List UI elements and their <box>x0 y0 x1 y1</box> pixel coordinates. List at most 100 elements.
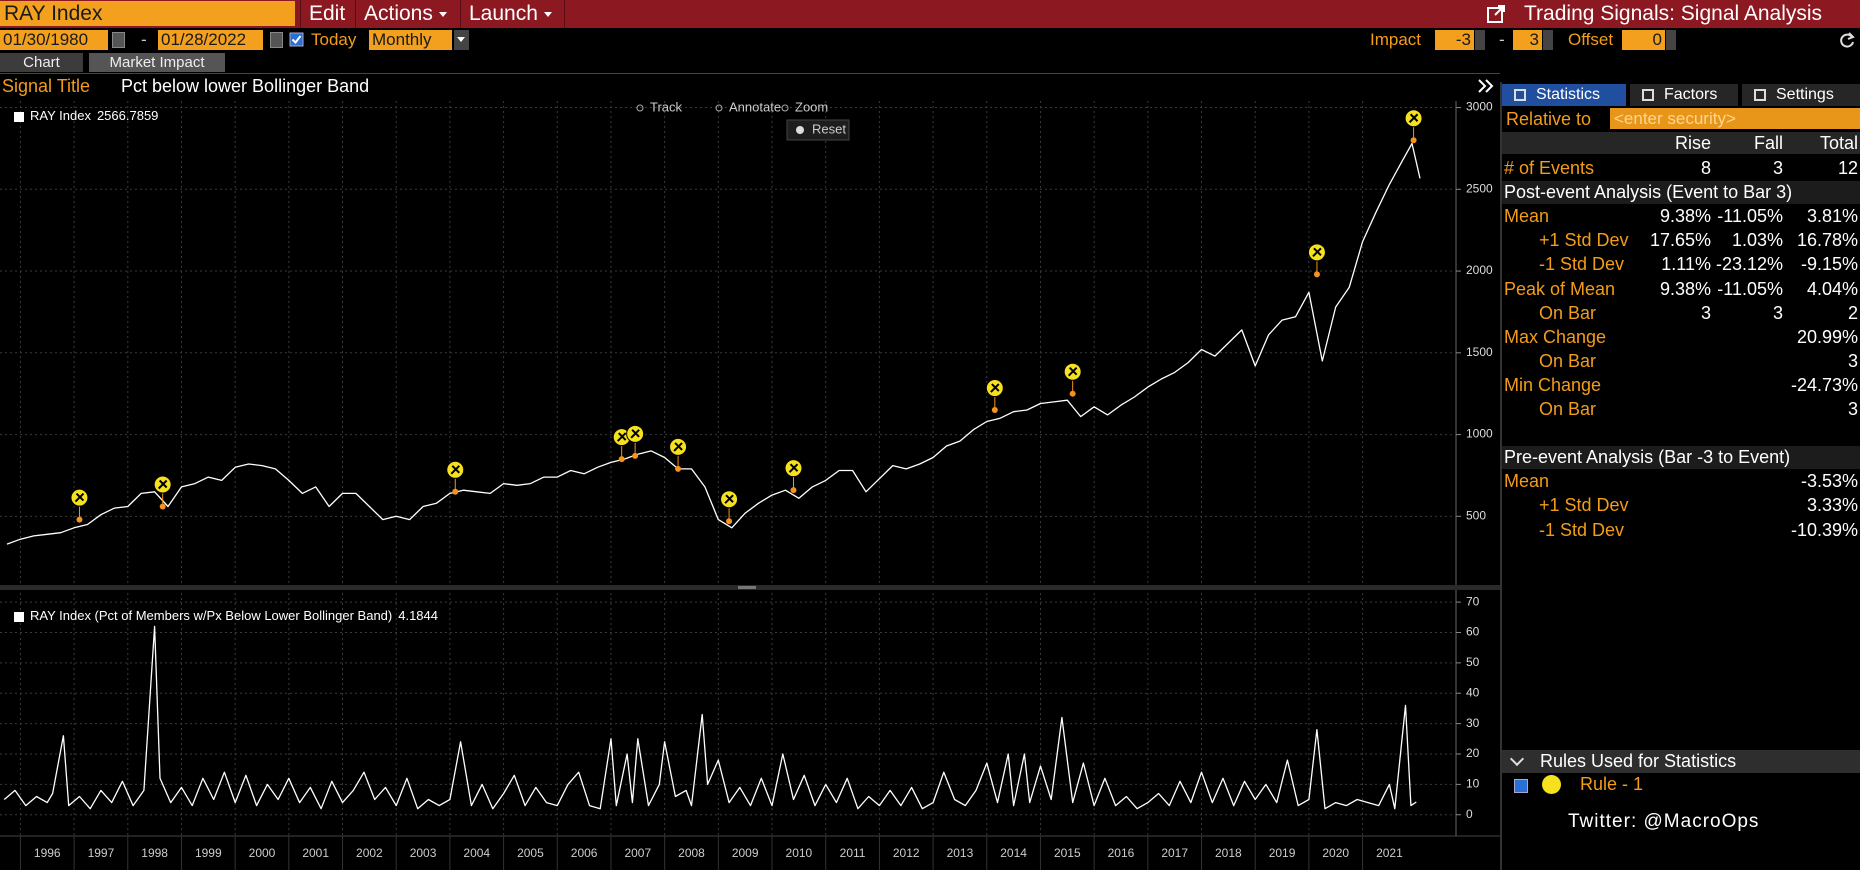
tool-button[interactable]: Track <box>650 99 683 114</box>
legend-value: 4.1844 <box>398 608 438 623</box>
column-header: Fall <box>1753 133 1783 153</box>
dropdown-arrow <box>457 37 465 42</box>
tool-button[interactable]: Zoom <box>795 99 828 114</box>
row-label: Mean <box>1504 471 1550 492</box>
tool-icon[interactable] <box>781 104 789 112</box>
rule-icon <box>1542 775 1561 794</box>
watermark: Twitter: @MacroOps <box>1568 811 1760 832</box>
menu-launch[interactable]: Launch <box>460 0 565 28</box>
today-label: Today <box>311 30 357 49</box>
reset-icon <box>796 126 804 134</box>
today-checkbox[interactable] <box>289 32 305 48</box>
rules-band <box>1502 750 1860 773</box>
event-marker <box>985 379 1004 414</box>
impact-to[interactable]: 3 <box>1513 30 1542 50</box>
impact-label: Impact <box>1370 30 1422 49</box>
start-date[interactable]: 01/30/1980 <box>0 30 108 50</box>
cell-value: 3 <box>1772 302 1783 323</box>
x-tick-label: 1996 <box>34 846 61 860</box>
legend-label: RAY Index 2566.7859 <box>30 108 158 123</box>
event-glyph <box>1408 113 1419 123</box>
spinner[interactable] <box>1543 30 1553 50</box>
popout-icon[interactable] <box>1486 4 1506 24</box>
cell-value: -10.39% <box>1790 519 1858 540</box>
tool-icon[interactable] <box>636 104 644 112</box>
rule-checkbox[interactable] <box>1514 779 1528 793</box>
tool-button[interactable]: Annotate <box>729 99 781 114</box>
calendar-icon[interactable] <box>270 32 283 48</box>
security-field[interactable]: RAY Index <box>0 1 295 26</box>
tab-chart[interactable]: Chart <box>0 53 83 72</box>
refresh-icon[interactable] <box>1838 31 1856 49</box>
tab-market-impact[interactable]: Market Impact <box>89 53 225 72</box>
x-tick-label: 2006 <box>571 846 598 860</box>
row-label: On Bar <box>1539 350 1597 371</box>
row-label: +1 Std Dev <box>1539 230 1629 251</box>
offset-label: Offset <box>1568 30 1614 49</box>
tool-icon[interactable] <box>715 104 723 112</box>
cell-value: -11.05% <box>1717 278 1783 299</box>
frequency-select[interactable]: Monthly <box>369 30 452 50</box>
event-point <box>632 452 639 459</box>
panel-tab[interactable]: Factors <box>1630 84 1738 106</box>
event-marker <box>784 459 803 494</box>
signal-label: Signal Title <box>2 76 91 96</box>
refresh-arc <box>1840 33 1854 48</box>
event-marker <box>446 460 465 495</box>
x-tick-label: 2002 <box>356 846 383 860</box>
spinner[interactable] <box>1666 30 1676 50</box>
end-date[interactable]: 01/28/2022 <box>158 30 263 50</box>
event-marker <box>1063 362 1082 397</box>
cell-value: 16.78% <box>1796 230 1858 251</box>
impact-separator: - <box>1499 30 1505 49</box>
x-tick-label: 2012 <box>893 846 920 860</box>
event-glyph <box>450 465 460 475</box>
cell-value: -3.53% <box>1800 471 1858 492</box>
frequency-dropdown[interactable] <box>454 30 469 50</box>
panel-tab[interactable]: Settings <box>1742 84 1860 106</box>
range-separator: - <box>141 30 147 49</box>
offset-field[interactable]: 0 <box>1622 30 1665 50</box>
y-tick-label: 1500 <box>1466 345 1493 359</box>
spinner[interactable] <box>1475 30 1485 50</box>
reset-button[interactable] <box>786 119 850 141</box>
x-tick-label: 1997 <box>88 846 115 860</box>
event-marker <box>612 428 631 463</box>
separator <box>0 73 1500 74</box>
event-marker <box>1307 243 1326 278</box>
tab-icon <box>1642 89 1654 101</box>
menu-actions[interactable]: Actions <box>355 0 464 28</box>
dropdown-arrow <box>543 11 552 17</box>
event-marker <box>720 490 739 525</box>
x-tick-label: 2017 <box>1161 846 1188 860</box>
row-label: # of Events <box>1504 158 1595 178</box>
tab-label: Factors <box>1664 86 1718 103</box>
section-title: Pre-event Analysis (Bar -3 to Event) <box>1504 447 1791 468</box>
cell-value: 3 <box>1847 350 1858 371</box>
x-tick-label: 2003 <box>410 846 437 860</box>
row-label: Mean <box>1504 206 1550 227</box>
column-header: Total <box>1819 133 1858 153</box>
impact-from[interactable]: -3 <box>1435 30 1474 50</box>
calendar-icon[interactable] <box>112 32 125 48</box>
relative-input[interactable]: <enter security> <box>1610 108 1860 129</box>
event-point <box>1313 271 1320 278</box>
event-point <box>452 488 459 495</box>
event-glyph <box>673 442 683 452</box>
x-tick-label: 2010 <box>786 846 813 860</box>
collapse-icon[interactable] <box>1476 78 1496 94</box>
cell-value: 4.04% <box>1806 278 1858 299</box>
legend-name: RAY Index <box>30 108 91 123</box>
y-tick-label: 50 <box>1466 655 1480 669</box>
section-band <box>1502 446 1860 470</box>
cell-value: 3.33% <box>1806 495 1858 516</box>
reset-label[interactable]: Reset <box>812 121 846 136</box>
event-point <box>1069 390 1076 397</box>
menu-edit[interactable]: Edit <box>300 0 359 28</box>
legend-swatch <box>14 112 24 122</box>
event-glyph <box>630 429 640 439</box>
event-glyph <box>616 432 627 442</box>
panel-tab[interactable]: Statistics <box>1502 84 1626 106</box>
x-tick-label: 2020 <box>1322 846 1349 860</box>
row-label: -1 Std Dev <box>1539 254 1625 275</box>
